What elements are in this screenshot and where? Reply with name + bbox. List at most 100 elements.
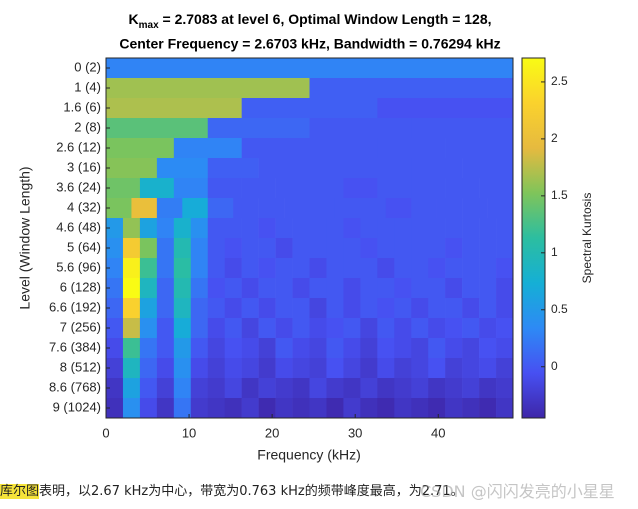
title-symbol: K bbox=[128, 11, 138, 27]
heat-cell bbox=[292, 318, 310, 339]
heat-cell bbox=[207, 258, 226, 279]
heat-cell bbox=[258, 218, 276, 239]
heat-cell bbox=[106, 198, 132, 219]
heat-cell bbox=[258, 398, 276, 419]
heat-cell bbox=[360, 298, 378, 319]
heat-cell bbox=[275, 258, 293, 279]
heat-cell bbox=[207, 358, 226, 379]
x-tick-label: 30 bbox=[348, 425, 362, 440]
y-tick-label: 6.6 (192) bbox=[49, 299, 101, 314]
heat-cell bbox=[411, 118, 514, 139]
heat-cell bbox=[377, 338, 395, 359]
heat-cell bbox=[190, 318, 209, 339]
heat-cell bbox=[106, 178, 141, 199]
heat-cell bbox=[190, 358, 209, 379]
heat-cell bbox=[292, 238, 310, 259]
heat-cell bbox=[377, 258, 395, 279]
heat-cell bbox=[275, 298, 293, 319]
heat-cell bbox=[411, 378, 429, 399]
heat-cell bbox=[241, 178, 276, 199]
heat-cell bbox=[479, 358, 497, 379]
heat-cell bbox=[360, 258, 378, 279]
heat-cell bbox=[292, 298, 310, 319]
heat-cell bbox=[207, 378, 226, 399]
heat-cell bbox=[428, 218, 446, 239]
heat-cell bbox=[343, 298, 361, 319]
heat-cell bbox=[445, 258, 463, 279]
heat-cell bbox=[292, 278, 310, 299]
heat-cell bbox=[309, 218, 327, 239]
heat-cell bbox=[139, 378, 158, 399]
heat-cell bbox=[479, 378, 497, 399]
heat-cell bbox=[445, 238, 463, 259]
heat-cell bbox=[462, 338, 480, 359]
heat-cell bbox=[428, 278, 446, 299]
heat-cell bbox=[436, 198, 463, 219]
heat-cell bbox=[462, 298, 480, 319]
heat-cell bbox=[122, 398, 141, 419]
heat-cell bbox=[156, 318, 175, 339]
heat-cell bbox=[411, 278, 429, 299]
heat-cell bbox=[275, 238, 293, 259]
heat-cell bbox=[241, 238, 259, 259]
heat-cell bbox=[326, 218, 344, 239]
colorbar-tick-label: 2 bbox=[551, 131, 558, 145]
heat-cell bbox=[377, 298, 395, 319]
y-axis-label: Level (Window Length) bbox=[17, 166, 33, 309]
heat-cell bbox=[156, 258, 175, 279]
heat-cell bbox=[343, 278, 361, 299]
heat-cell bbox=[224, 358, 242, 379]
heat-cell bbox=[496, 378, 514, 399]
heat-cell bbox=[496, 278, 514, 299]
heat-cell bbox=[445, 298, 463, 319]
heat-cell bbox=[173, 258, 192, 279]
heat-cell bbox=[233, 198, 259, 219]
heat-cell bbox=[106, 118, 209, 139]
plot-frame bbox=[105, 57, 514, 419]
heat-cell bbox=[182, 198, 209, 219]
heat-cell bbox=[258, 158, 310, 179]
heat-cell bbox=[207, 118, 310, 139]
caption-highlight: 库尔图 bbox=[0, 484, 40, 499]
x-tick-label: 10 bbox=[182, 425, 196, 440]
heat-cell bbox=[190, 298, 209, 319]
heat-cell bbox=[241, 298, 259, 319]
y-tick-label: 5 (64) bbox=[67, 239, 101, 254]
heat-cell bbox=[190, 378, 209, 399]
heat-cell bbox=[343, 338, 361, 359]
y-tick-label: 0 (2) bbox=[74, 59, 101, 74]
heat-cell bbox=[309, 358, 327, 379]
heat-cell bbox=[479, 338, 497, 359]
heat-cell bbox=[284, 198, 310, 219]
heat-cell bbox=[334, 198, 361, 219]
heat-cell bbox=[343, 218, 361, 239]
y-tick-label: 8.6 (768) bbox=[49, 379, 101, 394]
heat-cell bbox=[377, 378, 395, 399]
heat-cell bbox=[156, 378, 175, 399]
heat-cell bbox=[428, 358, 446, 379]
y-tick-label: 3 (16) bbox=[67, 159, 101, 174]
heat-cell bbox=[326, 298, 344, 319]
heat-cell bbox=[122, 318, 141, 339]
heat-cell bbox=[173, 138, 242, 159]
chart: Kmax = 2.7083 at level 6, Optimal Window… bbox=[17, 11, 594, 463]
heat-cell bbox=[156, 398, 175, 419]
heat-cell bbox=[394, 318, 412, 339]
heat-cell bbox=[156, 238, 175, 259]
colorbar-tick-label: 1.5 bbox=[551, 188, 568, 202]
heat-cell bbox=[156, 298, 175, 319]
heat-cell bbox=[224, 378, 242, 399]
heat-cell bbox=[462, 358, 480, 379]
heat-cell bbox=[479, 218, 497, 239]
heat-cell bbox=[139, 258, 158, 279]
heat-cell bbox=[224, 398, 242, 419]
heat-cell bbox=[411, 158, 463, 179]
heat-cell bbox=[241, 138, 310, 159]
heat-cell bbox=[343, 238, 361, 259]
heat-cell bbox=[139, 358, 158, 379]
heat-cell bbox=[122, 258, 141, 279]
heat-cell bbox=[241, 378, 259, 399]
heat-cell bbox=[275, 338, 293, 359]
heat-cell bbox=[496, 218, 514, 239]
